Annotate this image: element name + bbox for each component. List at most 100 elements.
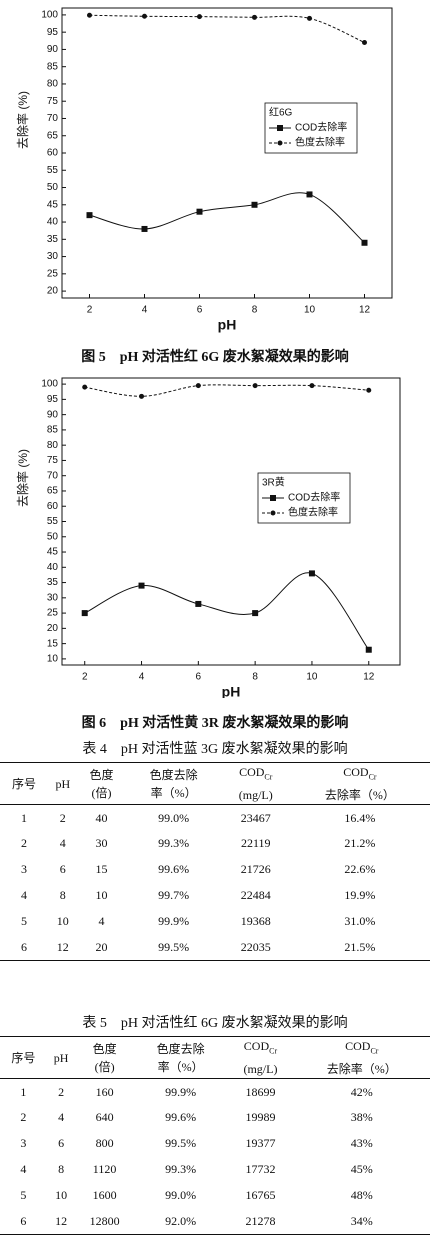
y-tick-label: 90 <box>47 409 59 420</box>
header-line: CODCr <box>222 763 290 786</box>
data-point <box>195 600 202 607</box>
legend-label: 色度去除率 <box>288 506 338 519</box>
y-tick-label: 20 <box>47 623 59 634</box>
header-cell: 序号 <box>0 1037 47 1079</box>
y-tick-label: 55 <box>47 516 59 527</box>
table-cell: 40 <box>95 810 108 825</box>
y-tick-label: 80 <box>47 440 59 451</box>
table-cell: 19368 <box>240 914 271 929</box>
table-row: 2 4 640 99.6% 19989 38% <box>0 1105 430 1131</box>
table-cell: 6 <box>58 1136 65 1151</box>
table-cell: 22119 <box>240 836 271 851</box>
table-cell: 31.0% <box>344 914 376 929</box>
table-cell: 21726 <box>240 862 271 877</box>
table-cell: 21.5% <box>344 940 376 955</box>
y-tick-label: 70 <box>47 470 59 481</box>
table-row: 4 8 1120 99.3% 17732 45% <box>0 1157 430 1183</box>
y-tick-label: 30 <box>47 251 59 262</box>
table-row: 5 10 4 99.9% 19368 31.0% <box>0 909 430 935</box>
header-text: 去除率（%） <box>326 1062 397 1077</box>
table-head: 序号 pH 色度 (倍) 色度去除 率（%） CODCr (mg/L) CODCr 去除率（%） <box>0 763 430 805</box>
table-cell: 99.6% <box>158 862 190 877</box>
y-tick-label: 70 <box>47 113 59 124</box>
y-axis-label: 去除率 (%) <box>15 449 30 507</box>
table-cell: 99.6% <box>165 1110 197 1125</box>
y-tick-label: 65 <box>47 130 59 141</box>
header-text: COD <box>239 765 265 779</box>
header-line: CODCr <box>290 763 430 786</box>
table-cell: 43% <box>350 1136 373 1151</box>
y-tick-label: 20 <box>47 286 59 297</box>
table-cell: 22.6% <box>344 862 376 877</box>
table-cell: 10 <box>56 914 69 929</box>
table-cell: 1 <box>20 1084 27 1099</box>
table-row: 6 12 20 99.5% 22035 21.5% <box>0 935 430 961</box>
y-tick-label: 90 <box>47 44 59 55</box>
data-point <box>306 191 313 198</box>
table-cell: 4 <box>98 914 105 929</box>
y-tick-label: 30 <box>47 592 59 603</box>
table-cell: 10 <box>95 888 108 903</box>
header-row: 序号 pH 色度 (倍) 色度去除 率（%） CODCr (mg/L) CODCr 去除率（%） <box>0 763 430 805</box>
table-cell: 3 <box>21 862 28 877</box>
table-cell: 6 <box>59 862 66 877</box>
data-point <box>138 582 145 589</box>
table-cell: 1120 <box>92 1162 117 1177</box>
table-cell: 1 <box>21 810 28 825</box>
header-text: (倍) <box>94 1059 115 1074</box>
table-cell: 30 <box>95 836 108 851</box>
data-point <box>139 393 145 399</box>
x-tick-label: 12 <box>363 672 375 683</box>
data-point <box>87 12 92 18</box>
table-cell: 22035 <box>240 940 271 955</box>
table-cell: 1600 <box>92 1188 117 1203</box>
table-cell: 6 <box>20 1214 27 1229</box>
header-text: 色度去除 <box>149 767 198 782</box>
table-row: 6 12 12800 92.0% 21278 34% <box>0 1209 430 1235</box>
y-tick-label: 60 <box>47 501 59 512</box>
table-row: 1 2 160 99.9% 18699 42% <box>0 1079 430 1105</box>
table-head: 序号 pH 色度 (倍) 色度去除 率（%） CODCr (mg/L) CODCr 去除率（%） <box>0 1037 430 1079</box>
header-text: pH <box>53 1050 69 1065</box>
table-cell: 4 <box>21 888 28 903</box>
y-tick-label: 85 <box>47 425 59 436</box>
figure-caption: 图 5 pH 对活性红 6G 废水絮凝效果的影响 <box>81 350 349 365</box>
data-point <box>366 387 372 393</box>
y-tick-label: 40 <box>47 562 59 573</box>
table-cell: 8 <box>59 888 66 903</box>
data-point <box>195 383 201 389</box>
table-cell: 640 <box>95 1110 114 1125</box>
header-row: 序号 pH 色度 (倍) 色度去除 率（%） CODCr (mg/L) CODCr 去除率（%） <box>0 1037 430 1079</box>
data-point <box>252 383 258 389</box>
y-tick-label: 35 <box>47 234 59 245</box>
header-text: (mg/L) <box>243 1062 278 1077</box>
table-cell: 12800 <box>89 1214 120 1229</box>
y-tick-label: 75 <box>47 455 59 466</box>
table-cell: 5 <box>21 914 28 929</box>
header-text: COD <box>243 1039 270 1053</box>
header-text: COD <box>343 765 369 779</box>
y-tick-label: 10 <box>47 654 59 665</box>
header-text: COD <box>345 1039 371 1053</box>
table-cell: 92.0% <box>165 1214 197 1229</box>
table-row: 2 4 30 99.3% 22119 21.2% <box>0 831 430 857</box>
table-cell: 34% <box>350 1214 373 1229</box>
table-cell: 20 <box>95 940 108 955</box>
header-cell: pH <box>48 763 77 805</box>
legend-marker <box>277 140 283 146</box>
header-text: pH <box>55 776 71 791</box>
table-cell: 4 <box>20 1162 27 1177</box>
header-subscript: Cr <box>370 1046 379 1056</box>
data-point <box>81 610 88 617</box>
data-point <box>361 239 368 246</box>
series-line <box>84 384 369 397</box>
header-cell: CODCr 去除率（%） <box>290 763 430 805</box>
header-text: 去除率（%） <box>324 788 395 803</box>
header-text: (mg/L) <box>238 788 273 803</box>
x-tick-label: 6 <box>196 672 202 683</box>
y-tick-label: 35 <box>47 577 59 588</box>
data-point <box>252 610 259 617</box>
data-point <box>196 208 203 215</box>
table-cell: 42% <box>350 1084 373 1099</box>
